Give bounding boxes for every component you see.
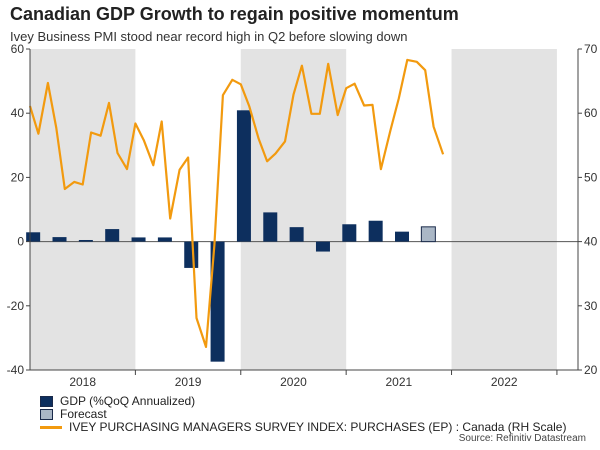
right-tick-label: 30 — [584, 299, 598, 313]
x-tick-label: 2018 — [69, 375, 96, 389]
pmi-line — [28, 58, 445, 348]
right-tick-label: 60 — [584, 106, 598, 120]
gdp-bar-8 — [236, 110, 251, 242]
left-tick-label: 0 — [17, 235, 24, 249]
x-tick-label: 2019 — [175, 375, 202, 389]
legend-swatch-pmi — [40, 425, 62, 429]
gdp-bar-10 — [289, 227, 304, 242]
legend-swatch-gdp — [40, 395, 53, 407]
gdp-bar-7 — [210, 241, 225, 362]
legend-label-forecast: Forecast — [60, 407, 107, 421]
left-tick-label: 20 — [11, 170, 25, 184]
shaded-band-2020 — [240, 49, 347, 370]
gdp-bar-1 — [52, 237, 67, 242]
shaded-band-2022 — [451, 49, 557, 370]
right-tick-label: 70 — [584, 42, 598, 56]
legend-item-pmi: IVEY PURCHASING MANAGERS SURVEY INDEX: P… — [40, 420, 566, 434]
gdp-bar-4 — [131, 237, 146, 242]
gdp-bar-3 — [105, 229, 120, 242]
gdp-bar-6 — [184, 241, 199, 268]
left-tick-label: 60 — [11, 42, 25, 56]
gdp-bar-12 — [342, 224, 357, 242]
left-tick-label: -20 — [7, 299, 25, 313]
gdp-bar-9 — [263, 212, 278, 242]
source-note: Source: Refinitiv Datastream — [458, 433, 586, 444]
legend-item-forecast: Forecast — [40, 407, 107, 421]
legend-swatch-forecast — [40, 408, 53, 420]
right-tick-label: 20 — [584, 363, 598, 377]
shaded-band-2018 — [30, 49, 136, 370]
gdp-bar-11 — [315, 241, 330, 252]
gdp-bar-5 — [157, 237, 172, 242]
legend-label-gdp: GDP (%QoQ Annualized) — [60, 394, 196, 408]
x-tick-label: 2022 — [491, 375, 518, 389]
x-tick-label: 2021 — [385, 375, 412, 389]
gdp-bar-2 — [78, 239, 93, 242]
gdp-bar-14 — [395, 231, 410, 242]
gdp-bar-13 — [368, 220, 383, 242]
forecast-bar — [420, 226, 436, 243]
chart-subtitle: Ivey Business PMI stood near record high… — [10, 29, 408, 44]
right-tick-label: 50 — [584, 170, 598, 184]
legend-item-gdp: GDP (%QoQ Annualized) — [40, 394, 195, 408]
right-tick-label: 40 — [584, 235, 598, 249]
x-tick-label: 2020 — [280, 375, 307, 389]
chart-title: Canadian GDP Growth to regain positive m… — [10, 4, 459, 24]
left-tick-label: 40 — [11, 106, 25, 120]
left-tick-label: -40 — [7, 363, 25, 377]
legend-label-pmi: IVEY PURCHASING MANAGERS SURVEY INDEX: P… — [69, 420, 567, 434]
gdp-bar-0 — [26, 232, 41, 242]
